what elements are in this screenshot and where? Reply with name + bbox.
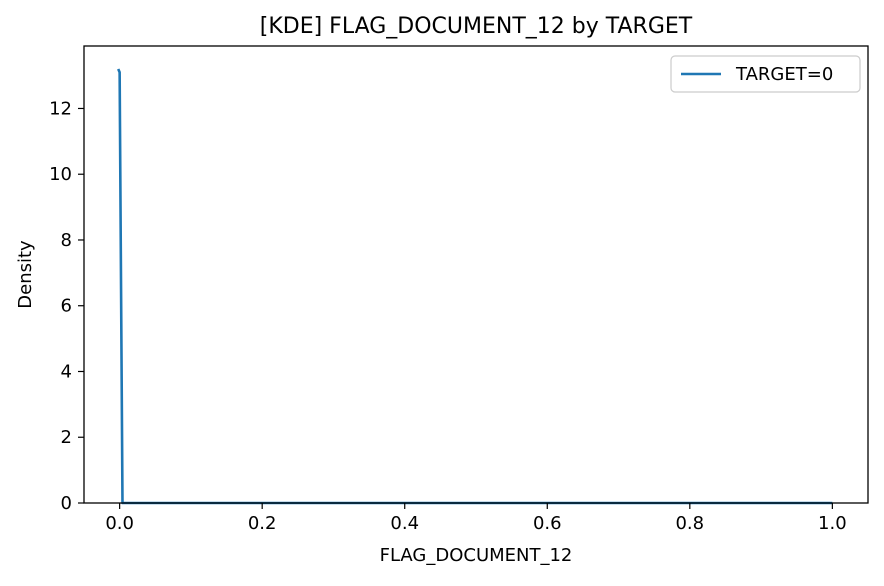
y-tick-label: 8 [61,230,72,251]
plot-area [117,68,833,505]
x-tick-label: 1.0 [818,513,847,534]
legend-label: TARGET=0 [735,64,833,85]
chart-title: [KDE] FLAG_DOCUMENT_12 by TARGET [260,14,693,39]
x-tick-label: 0.4 [390,513,419,534]
y-tick-label: 10 [49,164,72,185]
legend-box [670,55,861,93]
legend: TARGET=0 [670,55,861,93]
y-tick-label: 0 [61,493,72,514]
x-axis-label: FLAG_DOCUMENT_12 [380,545,573,566]
plot-frame [83,45,869,504]
x-tick-label: 0.0 [105,513,134,534]
x-axis: 0.0 0.2 0.4 0.6 0.8 1.0 [105,503,847,534]
y-tick-label: 6 [61,296,72,317]
x-tick-label: 0.6 [533,513,562,534]
y-tick-label: 12 [49,98,72,119]
y-axis-label: Density [15,240,36,309]
x-tick-label: 0.2 [248,513,277,534]
y-tick-label: 4 [61,361,72,382]
x-tick-label: 0.8 [675,513,704,534]
y-tick-label: 2 [61,427,72,448]
series-line-0 [117,68,833,505]
y-axis: 0 2 4 6 8 10 12 [49,98,84,514]
